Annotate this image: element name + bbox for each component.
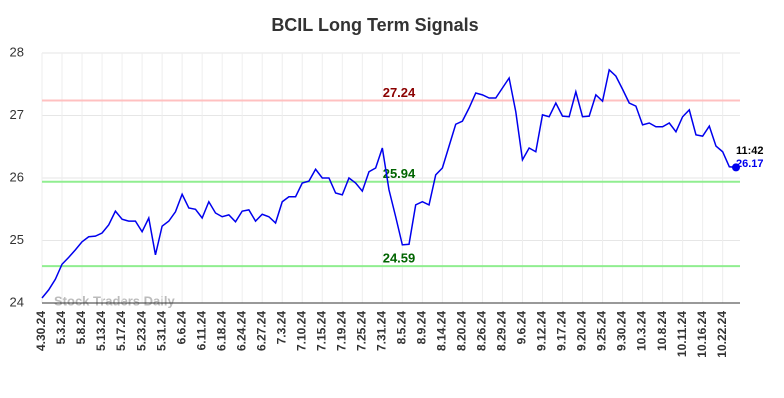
- x-tick-label: 7.3.24: [274, 311, 288, 345]
- x-tick-label: 5.13.24: [94, 311, 108, 351]
- x-tick-label: 7.10.24: [294, 311, 308, 351]
- x-tick-label: 10.16.24: [695, 311, 709, 358]
- signal-label: 25.94: [383, 166, 416, 181]
- x-tick-label: 5.31.24: [154, 311, 168, 351]
- signal-label: 27.24: [383, 85, 416, 100]
- chart-title: BCIL Long Term Signals: [271, 15, 478, 35]
- x-tick-label: 8.29.24: [495, 311, 509, 351]
- x-tick-label: 9.12.24: [535, 311, 549, 351]
- x-tick-label: 9.30.24: [615, 311, 629, 351]
- x-tick-label: 8.14.24: [435, 311, 449, 351]
- last-value: 26.17: [736, 158, 764, 170]
- x-tick-label: 8.26.24: [475, 311, 489, 351]
- x-tick-label: 8.5.24: [395, 311, 409, 345]
- x-tick-label: 8.20.24: [455, 311, 469, 351]
- x-tick-label: 5.17.24: [114, 311, 128, 351]
- x-tick-label: 5.23.24: [134, 311, 148, 351]
- x-tick-label: 7.25.24: [354, 311, 368, 351]
- y-tick-label: 27: [10, 107, 24, 122]
- x-tick-label: 6.11.24: [194, 311, 208, 351]
- x-tick-label: 9.6.24: [515, 311, 529, 345]
- x-tick-label: 10.11.24: [675, 311, 689, 357]
- x-tick-label: 10.3.24: [635, 311, 649, 351]
- last-point: [732, 163, 740, 172]
- price-line: [41, 68, 737, 299]
- y-tick-label: 24: [10, 294, 24, 309]
- x-tick-label: 6.6.24: [174, 311, 188, 345]
- x-tick-label: 5.8.24: [74, 311, 88, 345]
- x-tick-label: 10.22.24: [715, 311, 729, 358]
- y-tick-label: 28: [10, 44, 24, 59]
- x-tick-label: 4.30.24: [34, 311, 48, 351]
- x-tick-label: 6.27.24: [254, 311, 268, 351]
- y-tick-label: 25: [10, 232, 24, 247]
- x-tick-label: 9.17.24: [555, 311, 569, 351]
- x-tick-label: 9.20.24: [575, 311, 589, 351]
- x-tick-label: 8.9.24: [415, 311, 429, 345]
- y-tick-label: 26: [10, 169, 24, 184]
- x-tick-label: 6.18.24: [214, 311, 228, 351]
- x-tick-label: 7.31.24: [374, 311, 388, 351]
- last-time: 11:42: [736, 145, 764, 157]
- x-tick-label: 5.3.24: [54, 311, 68, 345]
- signal-label: 24.59: [383, 251, 416, 266]
- watermark: Stock Traders Daily: [54, 293, 175, 308]
- x-tick-label: 9.25.24: [595, 311, 609, 351]
- x-tick-label: 6.24.24: [234, 311, 248, 351]
- x-tick-label: 7.15.24: [314, 311, 328, 351]
- x-tick-label: 7.19.24: [334, 311, 348, 351]
- x-tick-label: 10.8.24: [655, 311, 669, 351]
